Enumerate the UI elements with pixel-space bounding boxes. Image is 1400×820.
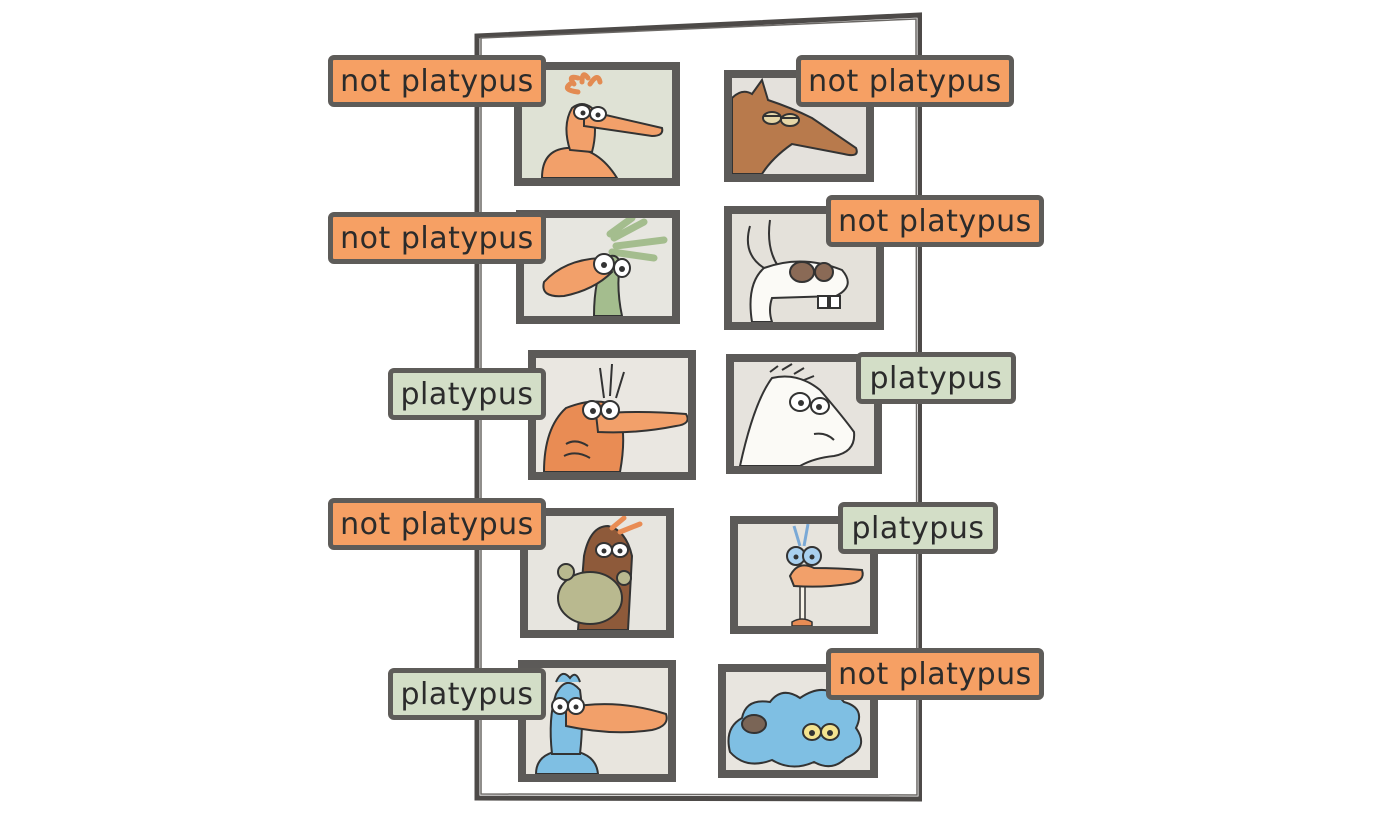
card-white-rabbit [724,206,884,330]
orange-platypus-icon [536,358,688,472]
tag-platypus: platypus [838,502,998,554]
tag-not-platypus: not platypus [328,212,546,264]
card-orange-platypus [528,350,696,480]
tag-not-platypus: not platypus [328,498,546,550]
brown-moose-icon [528,516,666,630]
brown-anteater-icon [732,78,866,174]
green-crested-bird-icon [524,218,672,316]
tag-not-platypus: not platypus [796,55,1014,107]
tag-platypus: platypus [388,668,546,720]
tag-not-platypus: not platypus [328,55,546,107]
tag-not-platypus: not platypus [826,195,1044,247]
card-blue-duck [518,660,676,782]
tag-platypus: platypus [388,368,546,420]
card-orange-crested-bird [514,62,680,186]
tag-platypus: platypus [856,352,1016,404]
tag-not-platypus: not platypus [826,648,1044,700]
blue-duck-icon [526,668,668,774]
card-green-crested-bird [516,210,680,324]
card-brown-anteater [724,70,874,182]
card-brown-moose [520,508,674,638]
white-horse-icon [734,362,874,466]
orange-crested-bird-icon [522,70,672,178]
